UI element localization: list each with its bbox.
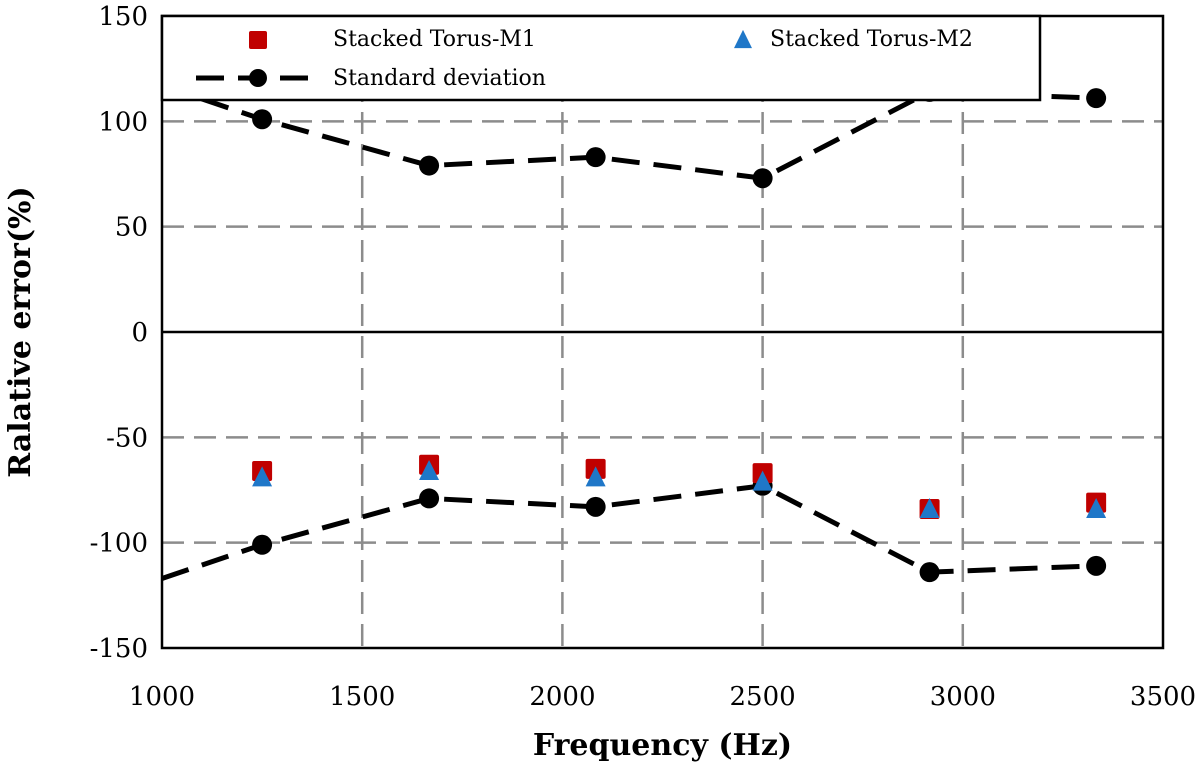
legend-m2-label: Stacked Torus-M2 <box>770 27 973 52</box>
x-tick-label: 2000 <box>529 682 595 712</box>
std-dev-point <box>419 155 440 176</box>
m2-point <box>919 497 940 518</box>
legend-triangle-marker <box>734 29 752 49</box>
std-dev-point <box>419 488 440 509</box>
x-tick-labels: 1000 1500 2000 2500 3000 3500 <box>129 682 1196 712</box>
legend: Stacked Torus-M1 Stacked Torus-M2 Standa… <box>160 14 1042 102</box>
y-axis-label: Ralative error(%) <box>3 186 38 478</box>
m2-point <box>752 470 773 491</box>
legend-square-marker <box>249 31 267 49</box>
std-dev-point <box>585 147 606 168</box>
m2-point <box>419 460 440 481</box>
m2-point <box>252 466 273 487</box>
legend-circle-marker <box>249 69 267 87</box>
y-tick-label: 50 <box>115 213 148 243</box>
std-dev-point <box>585 496 606 517</box>
y-tick-label: -100 <box>90 529 148 559</box>
m2-point <box>585 466 606 487</box>
std-dev-point <box>252 109 273 130</box>
std-dev-point <box>919 562 940 583</box>
y-tick-label: 100 <box>98 107 148 137</box>
std-dev-point <box>1086 88 1107 109</box>
y-tick-label: 150 <box>98 2 148 32</box>
legend-m1-marker <box>249 31 267 49</box>
legend-sd-label: Standard deviation <box>333 66 546 91</box>
y-tick-label: -50 <box>106 423 148 453</box>
x-tick-label: 1000 <box>129 682 195 712</box>
y-tick-label: -150 <box>90 634 148 664</box>
x-tick-label: 3500 <box>1130 682 1196 712</box>
x-tick-label: 1500 <box>329 682 395 712</box>
std-dev-point <box>252 534 273 555</box>
legend-sd-marker <box>196 69 320 87</box>
std-dev-point <box>752 168 773 189</box>
y-tick-labels: 150 100 50 0 -50 -100 -150 <box>90 2 148 664</box>
std-dev-line-lower <box>161 483 1097 581</box>
x-tick-label: 3000 <box>930 682 996 712</box>
y-tick-label: 0 <box>131 318 148 348</box>
legend-m2-marker <box>734 29 752 49</box>
grid-lines <box>162 16 1163 648</box>
x-tick-label: 2500 <box>730 682 796 712</box>
legend-box <box>160 14 1042 102</box>
x-axis-label: Frequency (Hz) <box>533 728 792 763</box>
std-dev-point <box>1086 555 1107 576</box>
legend-m1-label: Stacked Torus-M1 <box>333 27 536 52</box>
m2-point <box>1086 497 1107 518</box>
